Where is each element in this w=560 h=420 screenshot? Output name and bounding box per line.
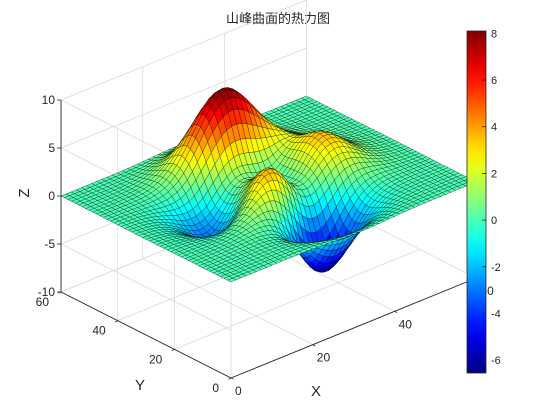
x-tick-mark-1 bbox=[312, 344, 316, 347]
y-tick-label-0: 0 bbox=[212, 381, 219, 395]
x-axis-label: X bbox=[311, 383, 321, 400]
chart-title: 山峰曲面的热力图 bbox=[226, 11, 330, 27]
y-tick-mark-0 bbox=[228, 377, 232, 380]
z-tick-label-3: 5 bbox=[48, 141, 55, 155]
grid-line-floor-y-1 bbox=[174, 248, 420, 350]
x-tick-label-0: 0 bbox=[235, 384, 242, 398]
colorbar-tick-label-0: -6 bbox=[491, 355, 501, 367]
x-tick-label-1: 20 bbox=[317, 351, 331, 365]
y-axis-label: Y bbox=[135, 377, 145, 394]
x-tick-label-2: 40 bbox=[399, 317, 413, 331]
z-tick-label-0: -10 bbox=[38, 285, 56, 299]
y-tick-mark-1 bbox=[171, 348, 175, 351]
colorbar-tick-label-4: 2 bbox=[491, 168, 497, 180]
colorbar: -6 -4 -2 0 2 4 6 8 bbox=[466, 28, 501, 374]
axis-labels: X Y Z bbox=[16, 188, 321, 400]
colorbar-tick-label-1: -4 bbox=[491, 308, 501, 320]
colorbar-tick-label-7: 8 bbox=[491, 28, 497, 40]
grid-line-floor-x-1 bbox=[142, 258, 313, 346]
colorbar-gradient bbox=[466, 30, 487, 374]
y-tick-label-3: 60 bbox=[36, 295, 50, 309]
grid-line-backwall-z-3 bbox=[60, 47, 307, 149]
z-tick-label-4: 10 bbox=[42, 93, 56, 107]
y-tick-label-1: 20 bbox=[149, 352, 163, 366]
grid-line-leftwall-z-1 bbox=[60, 243, 232, 331]
y-tick-mark-2 bbox=[114, 320, 118, 323]
surface-plot bbox=[60, 87, 477, 283]
colorbar-tick-label-3: 0 bbox=[491, 215, 497, 227]
z-axis-label: Z bbox=[16, 188, 33, 197]
colorbar-tick-label-2: -2 bbox=[491, 262, 501, 274]
x-tick-mark-2 bbox=[394, 310, 398, 313]
grid-line-backwall-z-4 bbox=[60, 0, 307, 101]
y-tick-label-2: 40 bbox=[92, 324, 106, 338]
colorbar-tick-label-5: 4 bbox=[491, 122, 497, 134]
x-tick-mark-0 bbox=[230, 377, 234, 380]
z-tick-label-1: -5 bbox=[44, 237, 55, 251]
z-tick-label-2: 0 bbox=[48, 189, 55, 203]
y-axis-line bbox=[60, 291, 232, 379]
x-axis-line bbox=[230, 277, 477, 379]
colorbar-tick-label-6: 6 bbox=[491, 75, 497, 87]
